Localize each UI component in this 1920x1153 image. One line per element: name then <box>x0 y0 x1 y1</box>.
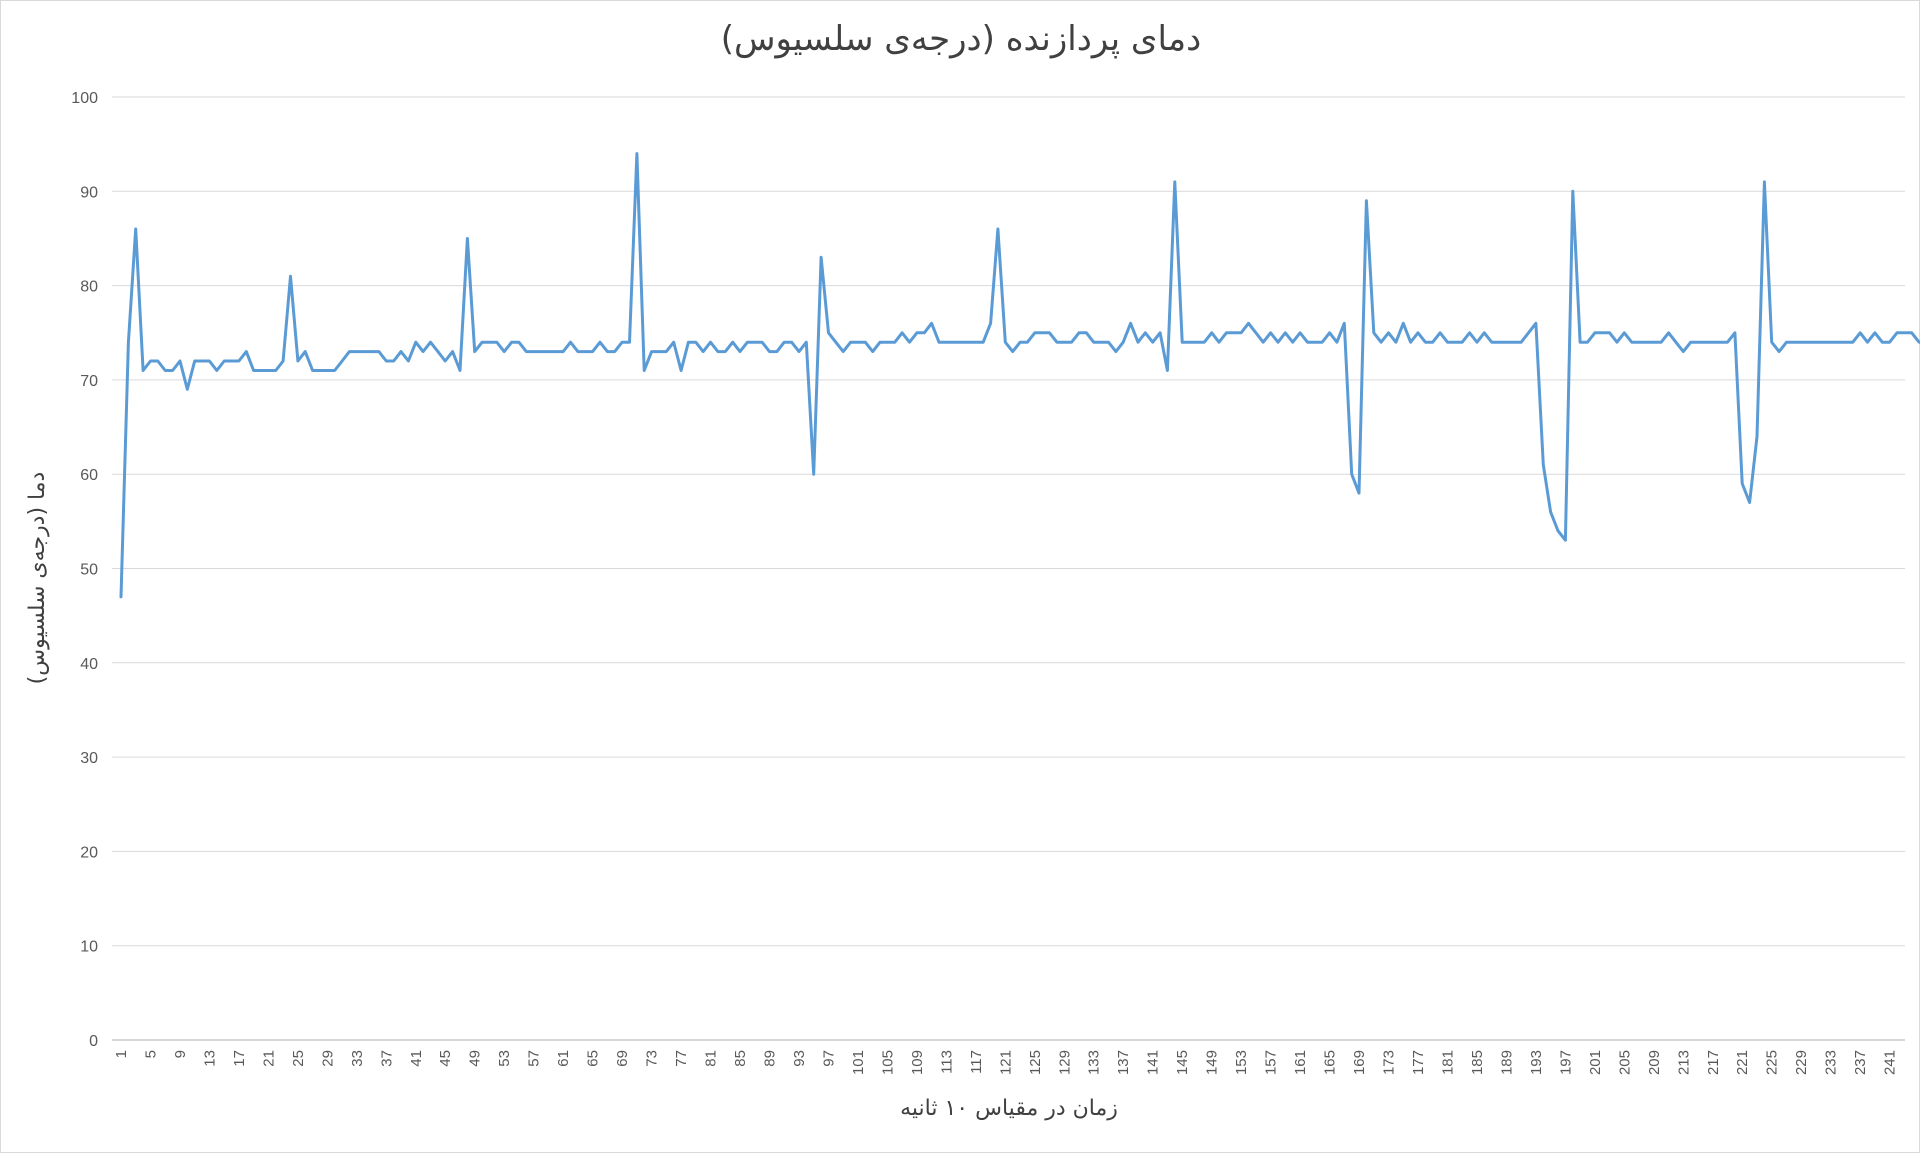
series-layer <box>119 152 1920 599</box>
y-tick-label: 100 <box>71 90 98 107</box>
x-tick-label: 137 <box>1115 1050 1132 1075</box>
x-tick-label: 145 <box>1174 1050 1191 1075</box>
x-tick-label: 125 <box>1027 1050 1044 1075</box>
x-tick-label: 101 <box>850 1050 867 1075</box>
y-tick-label: 0 <box>89 1033 98 1050</box>
y-tick-label: 90 <box>80 184 98 201</box>
x-tick-label: 197 <box>1557 1050 1574 1075</box>
x-tick-label: 13 <box>201 1050 218 1067</box>
x-axis-ticks: 1 5 9 13 17 21 25 29 33 37 41 45 49 53 57 61 65 69 73 77 81 8… <box>113 1050 1899 1075</box>
x-tick-label: 97 <box>820 1050 837 1067</box>
temperature-series-line <box>119 152 1920 599</box>
y-tick-label: 40 <box>80 656 98 673</box>
x-tick-label: 241 <box>1882 1050 1899 1075</box>
x-tick-label: 17 <box>231 1050 248 1067</box>
y-tick-label: 50 <box>80 562 98 579</box>
x-tick-label: 41 <box>408 1050 425 1067</box>
x-tick-label: 25 <box>290 1050 307 1067</box>
x-tick-label: 225 <box>1764 1050 1781 1075</box>
x-tick-label: 121 <box>997 1050 1014 1075</box>
chart-title: دمای پردازنده (درجه‌ی سلسیوس) <box>720 19 1202 59</box>
x-tick-label: 85 <box>732 1050 749 1067</box>
x-tick-label: 37 <box>378 1050 395 1067</box>
x-tick-label: 73 <box>644 1050 661 1067</box>
y-axis-title: دما (درجه‌ی سلسیوس) <box>25 472 50 685</box>
x-tick-label: 205 <box>1616 1050 1633 1075</box>
x-tick-label: 29 <box>319 1050 336 1067</box>
x-tick-label: 185 <box>1469 1050 1486 1075</box>
x-tick-label: 129 <box>1056 1050 1073 1075</box>
y-tick-label: 80 <box>80 279 98 296</box>
x-tick-label: 77 <box>673 1050 690 1067</box>
x-tick-label: 81 <box>703 1050 720 1067</box>
x-tick-label: 149 <box>1204 1050 1221 1075</box>
x-tick-label: 9 <box>172 1050 189 1058</box>
x-tick-label: 221 <box>1734 1050 1751 1075</box>
x-tick-label: 1 <box>113 1050 130 1058</box>
x-tick-label: 217 <box>1705 1050 1722 1075</box>
x-tick-label: 5 <box>142 1050 159 1058</box>
x-tick-label: 141 <box>1145 1050 1162 1075</box>
x-tick-label: 57 <box>526 1050 543 1067</box>
x-tick-label: 61 <box>555 1050 572 1067</box>
x-tick-label: 153 <box>1233 1050 1250 1075</box>
x-axis-title: زمان در مقیاس ۱۰ ثانیه <box>900 1096 1118 1121</box>
x-tick-label: 117 <box>968 1050 985 1074</box>
x-tick-label: 229 <box>1793 1050 1810 1075</box>
x-tick-label: 233 <box>1823 1050 1840 1075</box>
x-tick-label: 213 <box>1675 1050 1692 1075</box>
x-tick-label: 69 <box>614 1050 631 1067</box>
x-tick-label: 113 <box>938 1050 955 1074</box>
x-tick-label: 53 <box>496 1050 513 1067</box>
x-tick-label: 177 <box>1410 1050 1427 1075</box>
x-tick-label: 49 <box>467 1050 484 1067</box>
x-tick-label: 133 <box>1086 1050 1103 1075</box>
x-tick-label: 45 <box>437 1050 454 1067</box>
x-tick-label: 21 <box>260 1050 277 1067</box>
y-tick-label: 10 <box>80 939 98 956</box>
y-axis-ticks: 0 10 20 30 40 50 60 70 80 90 100 <box>71 90 98 1050</box>
x-tick-label: 209 <box>1646 1050 1663 1075</box>
y-tick-label: 20 <box>80 844 98 861</box>
y-tick-label: 70 <box>80 373 98 390</box>
y-tick-label: 60 <box>80 467 98 484</box>
x-tick-label: 189 <box>1498 1050 1515 1075</box>
x-tick-label: 89 <box>761 1050 778 1067</box>
x-tick-label: 65 <box>585 1050 602 1067</box>
y-tick-label: 30 <box>80 750 98 767</box>
x-tick-label: 161 <box>1292 1050 1309 1075</box>
x-tick-label: 181 <box>1439 1050 1456 1075</box>
x-tick-label: 109 <box>909 1050 926 1075</box>
x-tick-label: 201 <box>1587 1050 1604 1075</box>
x-tick-label: 105 <box>879 1050 896 1075</box>
x-tick-label: 93 <box>791 1050 808 1067</box>
x-tick-label: 165 <box>1322 1050 1339 1075</box>
x-tick-label: 33 <box>349 1050 366 1067</box>
x-tick-label: 193 <box>1528 1050 1545 1075</box>
x-tick-label: 173 <box>1381 1050 1398 1075</box>
x-tick-label: 169 <box>1351 1050 1368 1075</box>
x-tick-label: 157 <box>1263 1050 1280 1075</box>
x-tick-label: 237 <box>1852 1050 1869 1075</box>
gridlines <box>112 96 1905 1041</box>
